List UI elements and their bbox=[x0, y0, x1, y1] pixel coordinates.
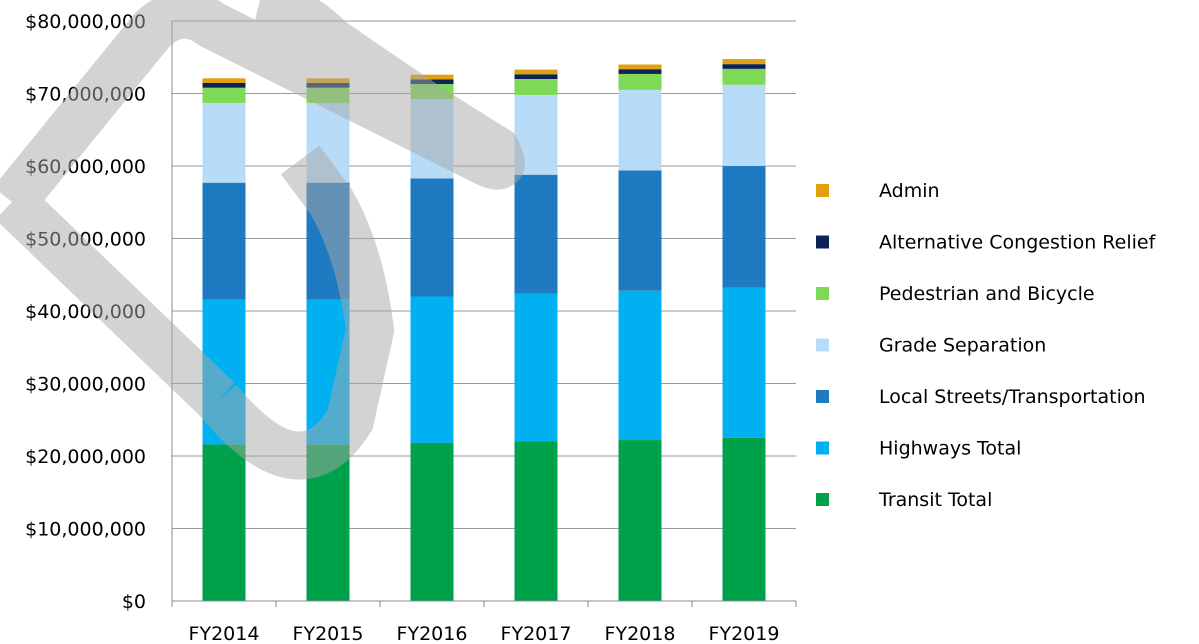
x-tick-label: FY2014 bbox=[189, 623, 260, 644]
legend-swatch bbox=[816, 493, 829, 506]
bar-segment bbox=[618, 440, 662, 601]
bar-segment bbox=[618, 89, 662, 171]
y-tick-label: $0 bbox=[122, 591, 146, 613]
legend-label: Local Streets/Transportation bbox=[879, 386, 1146, 408]
bar-segment bbox=[722, 84, 766, 166]
y-tick-label: $20,000,000 bbox=[25, 446, 146, 468]
bar-segment bbox=[722, 59, 766, 65]
watermark-stroke bbox=[0, 184, 235, 418]
bar-segment bbox=[722, 287, 766, 438]
x-tick-label: FY2017 bbox=[501, 623, 572, 644]
bar-segment bbox=[618, 170, 662, 291]
bar-segment bbox=[202, 444, 246, 601]
legend-label: Pedestrian and Bicycle bbox=[879, 283, 1095, 305]
bar-segment bbox=[202, 78, 246, 83]
legend-swatch bbox=[816, 338, 829, 352]
watermark bbox=[0, 0, 525, 480]
y-tick-label: $30,000,000 bbox=[25, 374, 146, 396]
legend-label: Alternative Congestion Relief bbox=[879, 232, 1157, 254]
legend-label: Grade Separation bbox=[879, 335, 1046, 357]
bar-segment bbox=[722, 64, 766, 69]
legend: Admin Alternative Congestion Relief Pedest… bbox=[816, 180, 1157, 511]
bar-segment bbox=[514, 174, 558, 294]
legend-label: Transit Total bbox=[878, 489, 992, 511]
bar-segment bbox=[722, 437, 766, 601]
y-tick-label: $10,000,000 bbox=[25, 519, 146, 541]
bar-segment bbox=[202, 82, 246, 88]
x-tick-label: FY2019 bbox=[709, 623, 780, 644]
bar-segment bbox=[618, 64, 662, 70]
legend-label: Admin bbox=[879, 180, 940, 202]
legend-swatch bbox=[816, 235, 829, 249]
x-tick-label: FY2016 bbox=[397, 623, 468, 644]
x-tick-label: FY2015 bbox=[293, 623, 364, 644]
legend-swatch bbox=[816, 184, 829, 197]
bar-segment bbox=[514, 441, 558, 601]
bar-segment bbox=[722, 166, 766, 288]
bar-segment bbox=[618, 290, 662, 441]
bar-segment bbox=[618, 73, 662, 90]
bar-segment bbox=[514, 69, 558, 75]
bar-segment bbox=[410, 442, 454, 601]
bar-segment bbox=[514, 79, 558, 95]
bar-segment bbox=[202, 102, 246, 183]
bar-segment bbox=[202, 87, 246, 103]
bar-segment bbox=[410, 74, 454, 80]
legend-swatch bbox=[816, 287, 829, 300]
watermark-stroke bbox=[0, 0, 525, 218]
bar-segment bbox=[514, 293, 558, 442]
bar-segment bbox=[202, 182, 246, 300]
y-tick-label: $80,000,000 bbox=[25, 11, 146, 33]
bar-segment bbox=[514, 74, 558, 79]
bar-segment bbox=[410, 296, 454, 443]
bar-segment bbox=[410, 178, 454, 297]
legend-swatch bbox=[816, 390, 829, 403]
x-tick-label: FY2018 bbox=[605, 623, 676, 644]
bar-segment bbox=[722, 68, 766, 85]
watermark-stroke bbox=[199, 145, 395, 480]
legend-label: Highways Total bbox=[879, 438, 1021, 460]
bar-segment bbox=[618, 69, 662, 74]
legend-swatch bbox=[816, 441, 829, 455]
